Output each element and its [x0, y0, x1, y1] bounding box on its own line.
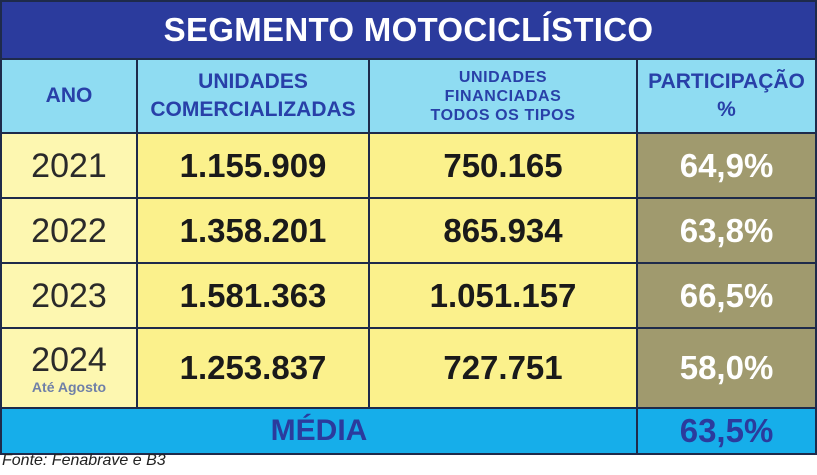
header-participacao-line1: PARTICIPAÇÃO — [648, 70, 805, 93]
header-ano: ANO — [0, 58, 138, 134]
financiadas-cell: 1.051.157 — [368, 262, 638, 329]
header-unidades-comercializadas: UNIDADES COMERCIALIZADAS — [136, 58, 370, 134]
comercializadas-cell: 1.155.909 — [136, 132, 370, 199]
participacao-cell: 64,9% — [635, 132, 817, 199]
year-cell: 2021 — [0, 132, 138, 199]
year-value: 2021 — [31, 146, 107, 185]
participacao-cell: 66,5% — [635, 262, 817, 329]
average-label: MÉDIA — [0, 407, 638, 455]
year-cell: 2023 — [0, 262, 138, 329]
table-row: 2024 Até Agosto 1.253.837 727.751 58,0% — [0, 327, 817, 409]
average-row: MÉDIA 63,5% — [0, 407, 817, 455]
title-row: SEGMENTO MOTOCICLÍSTICO — [0, 0, 817, 60]
motorcycle-segment-table: SEGMENTO MOTOCICLÍSTICO ANO UNIDADES COM… — [0, 0, 817, 455]
header-unidades-line2: COMERCIALIZADAS — [150, 98, 356, 121]
header-unidades-line1: UNIDADES — [198, 70, 308, 93]
header-participacao-line2: % — [717, 98, 736, 121]
header-financiadas-line3: TODOS OS TIPOS — [430, 106, 576, 124]
year-value: 2023 — [31, 276, 107, 315]
year-note: Até Agosto — [31, 379, 107, 395]
year-value: 2022 — [31, 211, 107, 250]
table-row: 2021 1.155.909 750.165 64,9% — [0, 132, 817, 199]
source-note: Fonte: Fenabrave e B3 — [2, 452, 166, 469]
participacao-cell: 63,8% — [635, 197, 817, 264]
header-participacao: PARTICIPAÇÃO % — [635, 58, 817, 134]
table-title: SEGMENTO MOTOCICLÍSTICO — [0, 0, 817, 60]
comercializadas-cell: 1.581.363 — [136, 262, 370, 329]
financiadas-cell: 865.934 — [368, 197, 638, 264]
year-value: 2024 — [31, 341, 107, 379]
table-row: 2022 1.358.201 865.934 63,8% — [0, 197, 817, 264]
comercializadas-cell: 1.253.837 — [136, 327, 370, 409]
comercializadas-cell: 1.358.201 — [136, 197, 370, 264]
header-unidades-financiadas: UNIDADES FINANCIADAS TODOS OS TIPOS — [368, 58, 638, 134]
year-cell: 2022 — [0, 197, 138, 264]
header-financiadas-line2: FINANCIADAS — [444, 87, 562, 105]
header-financiadas-line1: UNIDADES — [458, 68, 548, 86]
header-row: ANO UNIDADES COMERCIALIZADAS UNIDADES FI… — [0, 58, 817, 134]
table-row: 2023 1.581.363 1.051.157 66,5% — [0, 262, 817, 329]
average-value: 63,5% — [635, 407, 817, 455]
year-cell: 2024 Até Agosto — [0, 327, 138, 409]
participacao-cell: 58,0% — [635, 327, 817, 409]
financiadas-cell: 727.751 — [368, 327, 638, 409]
financiadas-cell: 750.165 — [368, 132, 638, 199]
